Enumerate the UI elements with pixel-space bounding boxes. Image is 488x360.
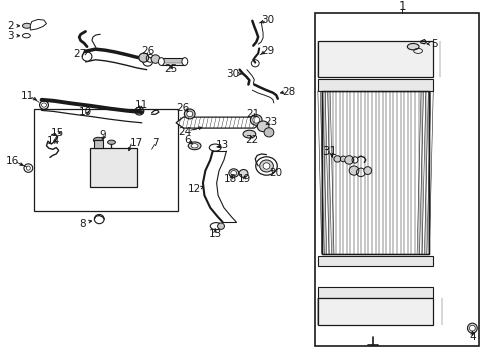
Ellipse shape xyxy=(228,169,238,177)
Ellipse shape xyxy=(333,156,340,162)
Text: 27: 27 xyxy=(73,49,86,59)
Text: 16: 16 xyxy=(5,156,19,166)
Ellipse shape xyxy=(151,55,160,63)
Ellipse shape xyxy=(252,117,259,123)
Bar xyxy=(317,287,432,298)
Ellipse shape xyxy=(186,111,192,117)
Text: 5: 5 xyxy=(430,39,437,49)
Text: 8: 8 xyxy=(79,219,85,229)
Text: 21: 21 xyxy=(246,109,260,119)
Ellipse shape xyxy=(182,58,187,66)
Polygon shape xyxy=(176,117,261,128)
Ellipse shape xyxy=(158,58,164,66)
Ellipse shape xyxy=(82,52,92,61)
Text: 1: 1 xyxy=(398,0,405,13)
Text: 4: 4 xyxy=(468,332,475,342)
Text: 10: 10 xyxy=(79,107,92,117)
Text: 19: 19 xyxy=(237,175,251,184)
Text: 2: 2 xyxy=(7,21,14,31)
Ellipse shape xyxy=(255,157,277,175)
Ellipse shape xyxy=(188,142,201,150)
Ellipse shape xyxy=(363,167,371,175)
Text: 30: 30 xyxy=(225,69,238,79)
Ellipse shape xyxy=(142,57,152,66)
Ellipse shape xyxy=(184,109,195,119)
Text: 6: 6 xyxy=(184,135,191,145)
Bar xyxy=(317,78,432,91)
Text: 22: 22 xyxy=(245,135,259,145)
Text: 31: 31 xyxy=(322,145,337,158)
Ellipse shape xyxy=(348,166,358,175)
Text: 15: 15 xyxy=(51,128,64,138)
Ellipse shape xyxy=(243,130,255,138)
Ellipse shape xyxy=(217,223,224,229)
Ellipse shape xyxy=(259,160,273,172)
Text: 17: 17 xyxy=(129,138,142,148)
Bar xyxy=(161,58,184,66)
Ellipse shape xyxy=(191,144,198,148)
Ellipse shape xyxy=(344,156,353,164)
Bar xyxy=(90,148,137,186)
Text: 11: 11 xyxy=(20,91,34,101)
Bar xyxy=(321,91,428,254)
Ellipse shape xyxy=(263,163,269,169)
Polygon shape xyxy=(30,19,46,30)
Ellipse shape xyxy=(22,23,31,28)
Bar xyxy=(34,109,178,211)
Text: 14: 14 xyxy=(47,136,61,146)
Text: 26: 26 xyxy=(176,103,190,113)
Text: 7: 7 xyxy=(152,138,159,148)
Ellipse shape xyxy=(257,121,268,132)
Ellipse shape xyxy=(93,137,103,143)
Text: 26: 26 xyxy=(141,46,155,56)
Ellipse shape xyxy=(139,53,148,62)
Text: 12: 12 xyxy=(187,184,201,194)
Ellipse shape xyxy=(467,323,476,333)
Bar xyxy=(317,256,432,266)
Ellipse shape xyxy=(250,114,262,125)
Text: 24: 24 xyxy=(178,127,191,137)
Text: 29: 29 xyxy=(261,46,274,56)
Bar xyxy=(321,91,428,254)
Text: 30: 30 xyxy=(261,15,274,25)
Bar xyxy=(94,140,102,148)
Text: 9: 9 xyxy=(99,130,106,140)
Text: 3: 3 xyxy=(7,31,14,41)
Bar xyxy=(317,298,432,325)
Bar xyxy=(315,13,478,346)
Ellipse shape xyxy=(468,325,474,331)
Text: 28: 28 xyxy=(281,87,295,96)
Text: 18: 18 xyxy=(224,175,237,184)
Bar xyxy=(317,41,432,77)
Ellipse shape xyxy=(264,128,273,137)
Text: 13: 13 xyxy=(208,229,222,239)
Ellipse shape xyxy=(407,44,418,50)
Text: 23: 23 xyxy=(264,117,277,127)
Text: 25: 25 xyxy=(164,64,178,74)
Text: 20: 20 xyxy=(269,168,282,178)
Text: 11: 11 xyxy=(135,100,148,110)
Ellipse shape xyxy=(230,171,236,176)
Ellipse shape xyxy=(107,140,115,144)
Text: 13: 13 xyxy=(215,140,229,150)
Ellipse shape xyxy=(239,170,247,177)
